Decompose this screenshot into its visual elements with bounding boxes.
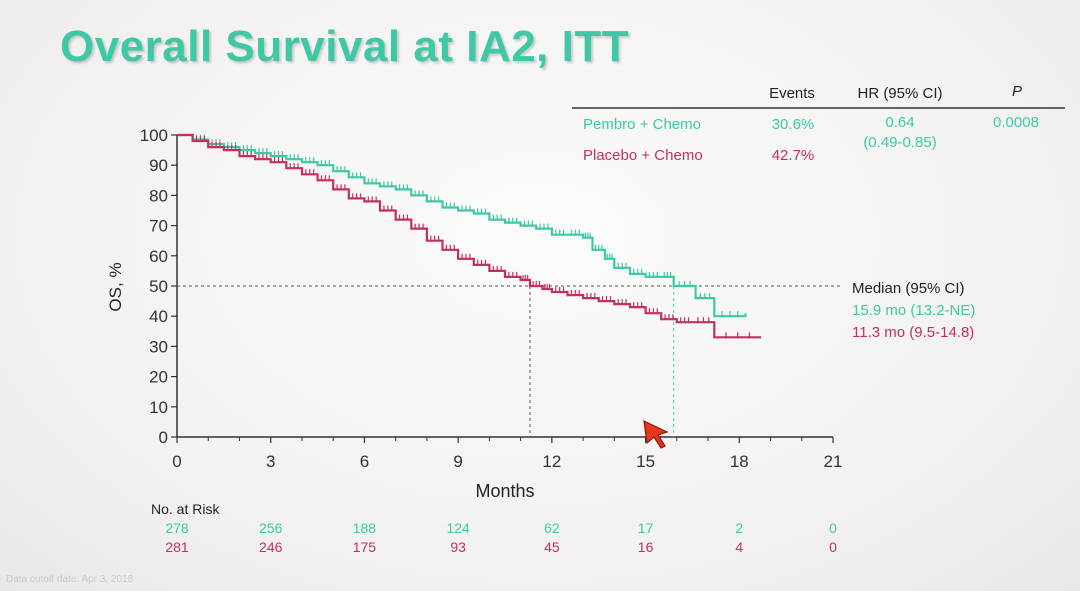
risk-pembro-value: 62 (544, 520, 560, 536)
y-tick-label: 10 (149, 398, 168, 417)
x-tick-label: 6 (360, 452, 369, 471)
x-tick-label: 15 (636, 452, 655, 471)
y-tick-label: 80 (149, 186, 168, 205)
y-tick-label: 20 (149, 368, 168, 387)
risk-pembro-value: 124 (446, 520, 470, 536)
y-axis-label: OS, % (106, 262, 125, 311)
y-tick-label: 90 (149, 156, 168, 175)
x-tick-label: 0 (172, 452, 181, 471)
hazard-ratio: 0.64 (885, 114, 914, 131)
risk-pembro-value: 278 (165, 520, 189, 536)
median-placebo: 11.3 mo (9.5-14.8) (852, 324, 974, 341)
x-tick-label: 18 (730, 452, 749, 471)
risk-table: No. at Risk 278 256 188 124 62 17 2 0 281 246 175 9… (151, 501, 837, 555)
risk-placebo-value: 93 (450, 539, 466, 555)
pembro-events: 30.6% (772, 116, 815, 133)
survival-curves (177, 133, 762, 339)
x-tick-label: 3 (266, 452, 275, 471)
hazard-ratio-ci: (0.49-0.85) (863, 134, 936, 151)
placebo-events: 42.7% (772, 147, 815, 164)
median-annotation: Median (95% CI) 15.9 mo (13.2-NE) 11.3 m… (852, 280, 975, 341)
risk-placebo-value: 0 (829, 539, 837, 555)
y-tick-label: 100 (140, 126, 168, 145)
risk-pembro-value: 188 (353, 520, 377, 536)
risk-placebo-value: 281 (165, 539, 189, 555)
y-tick-label: 30 (149, 337, 168, 356)
slide-title: Overall Survival at IA2, ITT (60, 22, 630, 71)
x-tick-label: 12 (542, 452, 561, 471)
risk-placebo-value: 16 (638, 539, 654, 555)
risk-placebo-value: 4 (735, 539, 743, 555)
hr-header: HR (95% CI) (857, 85, 942, 102)
risk-pembro-value: 0 (829, 520, 837, 536)
risk-pembro-value: 2 (735, 520, 743, 536)
p-value: 0.0008 (993, 114, 1039, 131)
risk-placebo-value: 45 (544, 539, 560, 555)
median-pembro: 15.9 mo (13.2-NE) (852, 302, 975, 319)
median-heading: Median (95% CI) (852, 280, 965, 297)
stats-table: Events HR (95% CI) P Pembro + Chemo 30.6… (572, 83, 1065, 164)
risk-placebo-value: 175 (353, 539, 377, 555)
risk-table-heading: No. at Risk (151, 501, 220, 517)
survival-curve-placebo (177, 133, 762, 339)
risk-placebo-value: 246 (259, 539, 283, 555)
data-cutoff-footnote: Data cutoff date: Apr 3, 2018 (6, 574, 134, 585)
y-tick-label: 0 (159, 428, 168, 447)
x-tick-label: 9 (453, 452, 462, 471)
y-tick-label: 50 (149, 277, 168, 296)
x-axis-label: Months (475, 481, 534, 501)
placebo-arm-label: Placebo + Chemo (583, 147, 703, 164)
median-reference-lines (177, 285, 840, 437)
y-tick-label: 60 (149, 247, 168, 266)
y-tick-label: 40 (149, 307, 168, 326)
events-header: Events (769, 85, 815, 102)
x-tick-label: 21 (824, 452, 843, 471)
y-tick-label: 70 (149, 217, 168, 236)
survival-curve-pembro (177, 133, 747, 318)
chart-axes: 0 3 6 9 12 15 18 21 0 10 20 30 40 50 60 70 80 90 100 (140, 126, 843, 471)
p-header: P (1012, 83, 1022, 100)
risk-pembro-value: 17 (638, 520, 654, 536)
risk-pembro-value: 256 (259, 520, 283, 536)
pembro-arm-label: Pembro + Chemo (583, 116, 701, 133)
pointer-cursor-icon (643, 419, 669, 449)
